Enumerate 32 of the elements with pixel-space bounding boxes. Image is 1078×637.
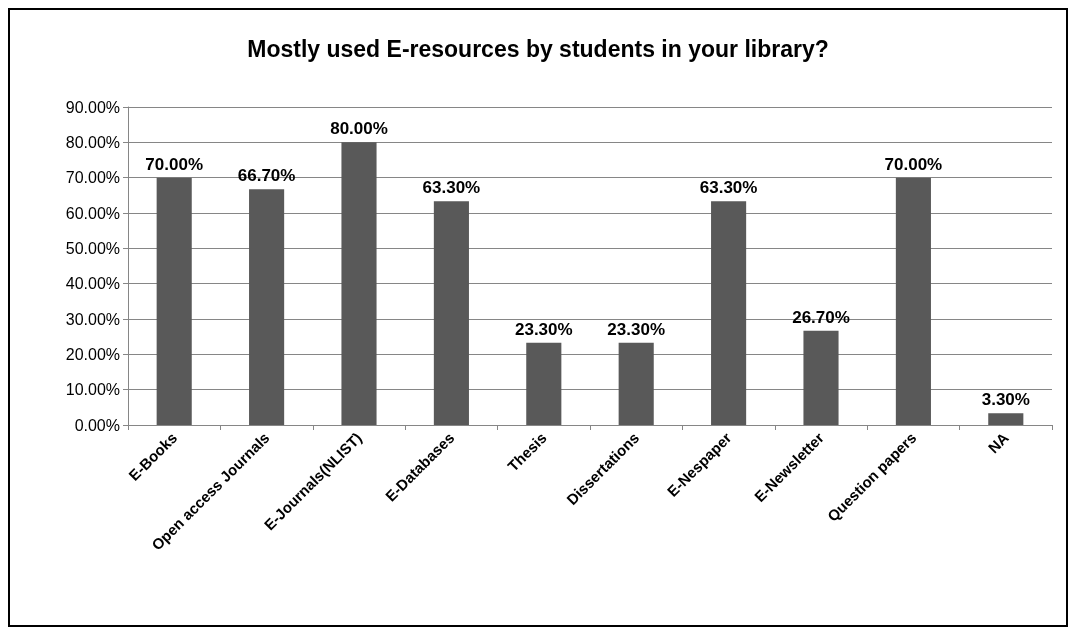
data-label: 23.30% <box>607 319 666 339</box>
y-tick-label: 10.00% <box>65 381 120 399</box>
data-label: 26.70% <box>792 307 850 327</box>
y-tick-label: 50.00% <box>65 239 120 257</box>
y-tick-label: 0.00% <box>74 416 120 434</box>
y-tick-label: 60.00% <box>65 204 120 222</box>
y-tick-label: 40.00% <box>65 275 120 293</box>
y-tick-label: 70.00% <box>65 169 120 187</box>
data-label: 70.00% <box>145 154 204 174</box>
bar <box>249 189 285 425</box>
bar <box>803 330 839 425</box>
data-label: 63.30% <box>699 178 758 198</box>
data-label: 66.70% <box>237 166 296 186</box>
data-label: 70.00% <box>884 154 943 174</box>
bar <box>156 177 192 425</box>
y-tick-label: 20.00% <box>65 345 120 363</box>
bar <box>341 142 377 425</box>
y-tick-label: 90.00% <box>65 98 120 116</box>
bar <box>618 342 654 425</box>
chart-title: Mostly used E-resources by students in your library? <box>247 35 829 62</box>
data-label: 80.00% <box>330 119 388 139</box>
data-label: 63.30% <box>422 178 481 198</box>
bar <box>711 201 747 425</box>
data-label: 23.30% <box>514 319 573 339</box>
bar <box>433 201 469 425</box>
data-label: 3.30% <box>981 390 1030 410</box>
x-tick-label: NA <box>984 428 1012 457</box>
bar <box>895 177 931 425</box>
bar <box>988 413 1024 425</box>
y-tick-label: 30.00% <box>65 310 120 328</box>
bar <box>526 342 562 425</box>
y-tick-label: 80.00% <box>65 133 120 151</box>
